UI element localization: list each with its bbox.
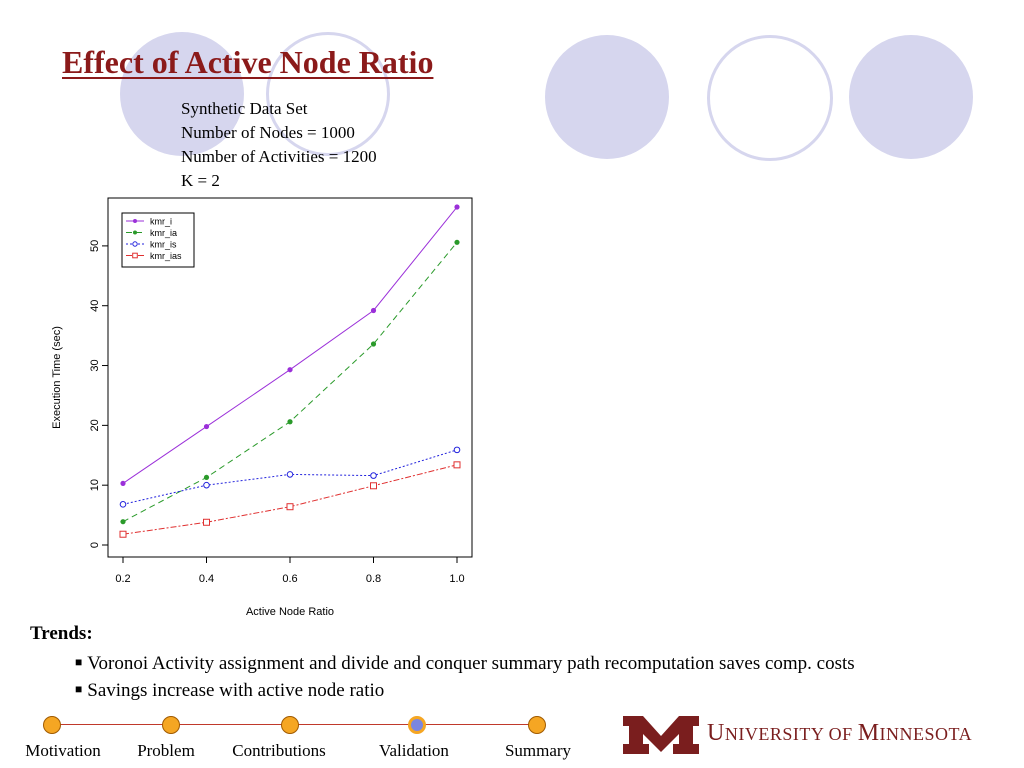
data-point-kmr_ia — [370, 341, 377, 347]
info-line: K = 2 — [181, 171, 220, 190]
y-tick-label: 40 — [89, 300, 101, 312]
data-point-kmr_i — [120, 480, 126, 486]
y-tick-label: 20 — [89, 419, 101, 431]
x-tick-label: 0.8 — [366, 573, 381, 585]
decor-circle-5 — [849, 35, 973, 159]
nav-dot-contributions[interactable] — [281, 716, 299, 734]
nav-label-contributions[interactable]: Contributions — [232, 741, 326, 760]
data-point-kmr_ias — [119, 530, 127, 538]
data-point-kmr_ia — [454, 239, 460, 245]
data-point-kmr_is — [203, 481, 210, 489]
dataset-info: Synthetic Data Set Number of Nodes = 100… — [181, 97, 377, 193]
data-point-kmr_i — [203, 423, 210, 430]
x-axis-label: Active Node Ratio — [246, 606, 334, 618]
trend-text: Savings increase with active node ratio — [87, 680, 385, 701]
trend-text: Voronoi Activity assignment and divide a… — [87, 653, 855, 674]
data-point-kmr_ia — [203, 474, 210, 481]
info-line: Synthetic Data Set — [181, 99, 308, 118]
data-point-kmr_is — [119, 501, 127, 508]
trends-heading: Trends: — [30, 623, 93, 644]
legend-label-kmr_i: kmr_i — [150, 217, 172, 227]
decor-circle-3 — [545, 35, 669, 159]
logo-letter: U — [707, 720, 725, 746]
nav-label-summary[interactable]: Summary — [504, 741, 572, 760]
nav-dot-summary[interactable] — [528, 716, 546, 734]
info-line: Number of Activities = 1200 — [181, 147, 377, 166]
nav-dot-problem[interactable] — [162, 716, 180, 734]
data-point-kmr_ias — [453, 461, 461, 469]
decor-circle-2 — [266, 32, 390, 156]
data-point-kmr_ias — [203, 518, 210, 526]
nav-label-motivation[interactable]: Motivation — [25, 741, 101, 760]
nav-dot-validation[interactable] — [408, 716, 426, 734]
y-axis-label: Execution Time (sec) — [51, 326, 63, 429]
legend-marker-kmr_ia — [133, 230, 137, 235]
data-point-kmr_i — [454, 204, 460, 210]
decor-circle-1 — [120, 32, 244, 156]
legend-marker-kmr_is — [132, 241, 138, 247]
bullet-mark: ■ — [75, 682, 83, 696]
x-tick-label: 1.0 — [449, 573, 464, 585]
data-point-kmr_i — [287, 367, 293, 373]
legend-label-kmr_is: kmr_is — [150, 240, 177, 250]
nav-label-problem[interactable]: Problem — [137, 741, 195, 760]
data-point-kmr_ias — [370, 482, 377, 490]
y-tick-label: 30 — [89, 359, 101, 371]
x-tick-label: 0.4 — [199, 573, 214, 585]
data-point-kmr_is — [286, 471, 294, 478]
data-point-kmr_ia — [120, 519, 126, 525]
trend-bullet: ■ Savings increase with active node ratio — [75, 677, 855, 704]
university-name: UNIVERSITY OF MINNESOTA — [707, 720, 972, 747]
data-point-kmr_ia — [287, 419, 293, 425]
nav-dot-motivation[interactable] — [43, 716, 61, 734]
y-tick-label: 10 — [89, 479, 101, 491]
slide-title: Effect of Active Node Ratio — [62, 44, 434, 80]
legend-marker-kmr_ias — [132, 252, 138, 259]
data-point-kmr_is — [453, 446, 461, 454]
legend-marker-kmr_i — [133, 219, 137, 223]
execution-time-chart: 0 10 20 30 40 50 0.2 0.4 0.6 0.8 1.0 Active Node Ra… — [51, 197, 473, 618]
section-navigation: Motivation Problem Contributions Validat… — [0, 710, 600, 768]
data-point-kmr_ias — [286, 503, 294, 511]
trend-bullet: ■ Voronoi Activity assignment and divide … — [75, 650, 855, 677]
bullet-mark: ■ — [75, 655, 83, 669]
y-tick-label: 0 — [89, 542, 101, 548]
university-m-logo — [623, 716, 699, 754]
x-tick-label: 0.6 — [282, 573, 297, 585]
trends-list: ■ Voronoi Activity assignment and divide … — [75, 650, 855, 704]
info-line: Number of Nodes = 1000 — [181, 123, 355, 142]
logo-letter: M — [857, 720, 880, 746]
legend-label-kmr_ia: kmr_ia — [150, 228, 177, 238]
y-tick-label: 50 — [89, 240, 101, 252]
logo-text: NIVERSITY OF — [724, 724, 858, 744]
decor-circle-4 — [707, 35, 833, 161]
data-point-kmr_is — [370, 472, 377, 479]
logo-text: INNESOTA — [879, 724, 973, 744]
nav-label-validation[interactable]: Validation — [379, 741, 449, 760]
legend-label-kmr_ias: kmr_ias — [150, 251, 182, 261]
x-tick-label: 0.2 — [115, 573, 130, 585]
series-line-kmr_ia — [122, 241, 458, 523]
data-point-kmr_i — [370, 307, 377, 314]
